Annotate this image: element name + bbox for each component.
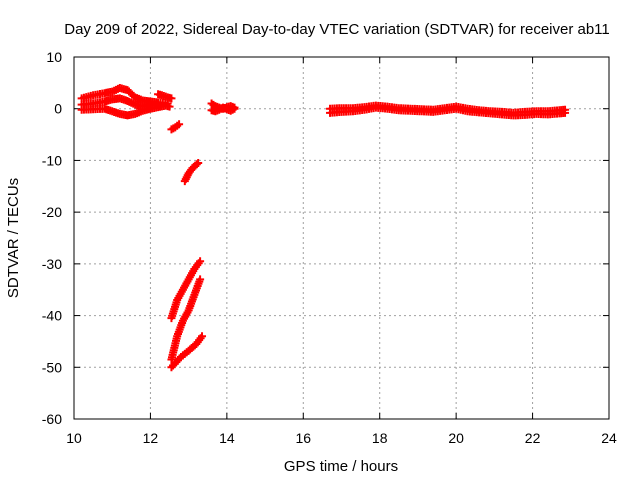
- data-point: [165, 102, 174, 111]
- plot-frame: [73, 56, 610, 420]
- x-tick-labels: 10 12 14 16 18 20 22 24: [66, 430, 617, 446]
- y-tick-label: -60: [42, 411, 62, 427]
- y-tick-label: -50: [42, 359, 62, 375]
- x-tick-label: 20: [448, 430, 464, 446]
- x-tick-label: 12: [143, 430, 159, 446]
- y-tick-label: -30: [42, 256, 62, 272]
- data-point: [196, 275, 205, 284]
- data-point: [561, 105, 570, 114]
- data-points: [77, 84, 570, 372]
- x-tick-label: 22: [525, 430, 541, 446]
- y-axis-label: SDTVAR / TECUs: [5, 178, 22, 298]
- data-point: [175, 120, 184, 129]
- x-tick-label: 24: [601, 430, 617, 446]
- data-point: [196, 257, 205, 266]
- x-axis-label: GPS time / hours: [284, 458, 398, 475]
- chart-title: Day 209 of 2022, Sidereal Day-to-day VTE…: [64, 21, 610, 38]
- data-point: [194, 159, 203, 168]
- x-tick-label: 18: [372, 430, 388, 446]
- data-point: [198, 332, 207, 341]
- axis-ticks: [73, 56, 610, 420]
- y-tick-label: 10: [46, 49, 62, 65]
- y-tick-label: -20: [42, 204, 62, 220]
- x-tick-label: 10: [66, 430, 82, 446]
- x-tick-label: 16: [295, 430, 311, 446]
- data-point: [192, 160, 201, 169]
- x-tick-label: 14: [219, 430, 235, 446]
- data-point: [230, 104, 239, 113]
- y-tick-label: -40: [42, 308, 62, 324]
- y-tick-label: -10: [42, 152, 62, 168]
- y-tick-labels: 10 0 -10 -20 -30 -40 -50 -60: [42, 49, 62, 427]
- data-point: [167, 94, 176, 103]
- y-tick-label: 0: [54, 101, 62, 117]
